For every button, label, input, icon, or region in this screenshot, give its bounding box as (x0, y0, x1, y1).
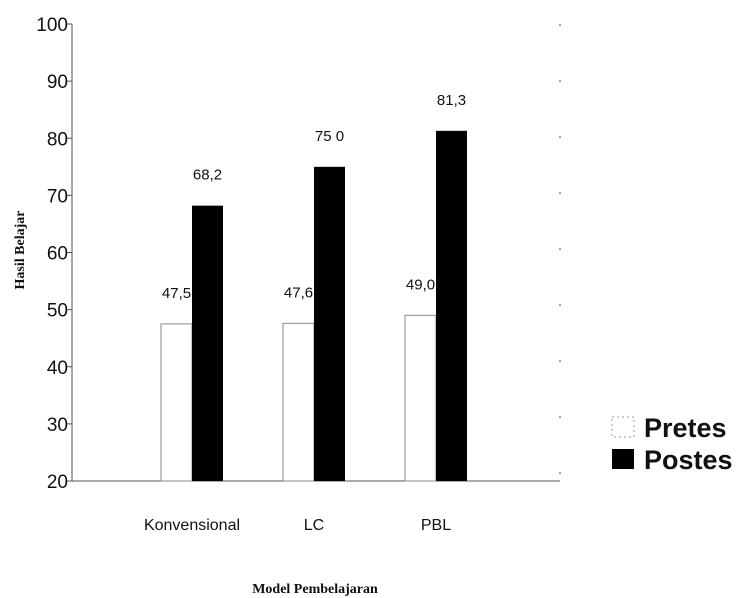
bar-pretes-pbl (405, 315, 436, 481)
y-tick-label: 80 (47, 129, 68, 150)
legend-swatch-pretes (612, 417, 634, 437)
data-label-pretes: 47,5 (162, 285, 191, 302)
data-label-pretes: 47,6 (284, 284, 313, 301)
category-label: Konvensional (144, 517, 240, 534)
data-label-postes: 81,3 (437, 92, 466, 109)
bar-postes-lc (314, 167, 345, 481)
legend-label-pretes: Pretes (644, 413, 727, 443)
y-tick-label: 30 (47, 415, 68, 436)
y-tick-label: 60 (47, 244, 68, 265)
data-label-postes: 68,2 (193, 167, 222, 184)
category-labels: Konvensional LC PBL (144, 517, 451, 534)
y-tick-label: 100 (36, 15, 68, 36)
bars: 47,5 68,2 47,6 75 0 49,0 81,3 (161, 92, 467, 481)
plot-area: 20 30 40 50 60 70 80 90 100 47,5 68,2 47,6 75 0 49,0… (36, 15, 560, 534)
bar-pretes-lc (283, 323, 314, 481)
bar-postes-pbl (436, 131, 467, 481)
y-tick-label: 90 (47, 72, 68, 93)
bar-postes-konvensional (192, 206, 223, 481)
y-tick-label: 70 (47, 186, 68, 207)
bar-pretes-konvensional (161, 324, 192, 481)
x-axis-title: Model Pembelajaran (252, 582, 378, 597)
data-label-postes: 75 0 (315, 128, 344, 145)
y-tick-label: 20 (47, 472, 68, 493)
legend: Pretes Postes (612, 413, 733, 475)
legend-label-postes: Postes (644, 445, 733, 475)
y-tick-label: 40 (47, 358, 68, 379)
y-ticks: 20 30 40 50 60 70 80 90 100 (36, 15, 72, 493)
data-label-pretes: 49,0 (406, 276, 435, 293)
legend-swatch-postes (612, 449, 634, 469)
y-tick-label: 50 (47, 301, 68, 322)
category-label: LC (304, 517, 324, 534)
y-axis-title: Hasil Belajar (13, 211, 28, 290)
category-label: PBL (421, 517, 451, 534)
